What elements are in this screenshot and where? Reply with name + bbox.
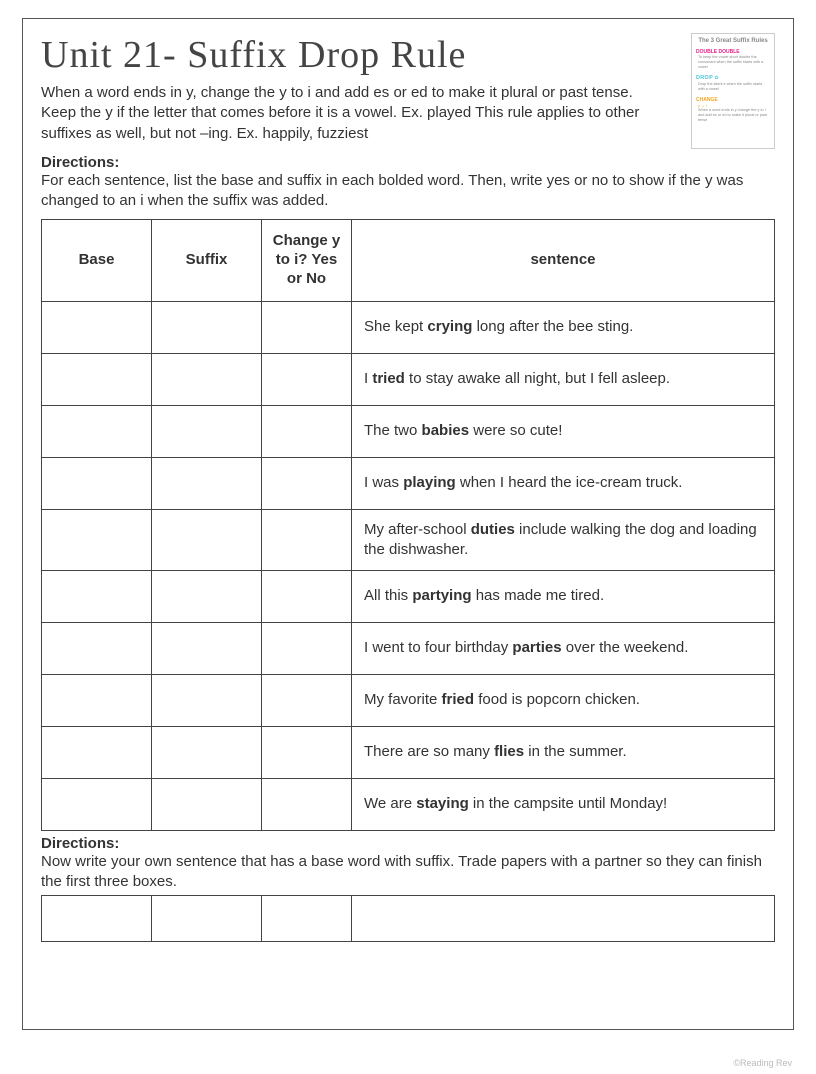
table-row: I was playing when I heard the ice-cream… bbox=[42, 457, 775, 509]
sentence-cell: My after-school duties include walking t… bbox=[352, 509, 775, 571]
table-row: My after-school duties include walking t… bbox=[42, 509, 775, 571]
change-cell[interactable] bbox=[262, 571, 352, 623]
bolded-word: babies bbox=[422, 422, 470, 439]
suffix-cell[interactable] bbox=[152, 509, 262, 571]
suffix-cell[interactable] bbox=[152, 727, 262, 779]
header-change: Change y to i? Yes or No bbox=[262, 220, 352, 301]
suffix-cell[interactable] bbox=[152, 571, 262, 623]
change-cell[interactable] bbox=[262, 675, 352, 727]
bolded-word: flies bbox=[494, 743, 524, 760]
base-cell[interactable] bbox=[42, 623, 152, 675]
table-header-row: Base Suffix Change y to i? Yes or No sen… bbox=[42, 220, 775, 301]
directions-1-label: Directions: bbox=[41, 154, 775, 171]
bolded-word: tried bbox=[372, 370, 405, 387]
table-row: The two babies were so cute! bbox=[42, 405, 775, 457]
change-cell[interactable] bbox=[262, 623, 352, 675]
base-cell[interactable] bbox=[42, 509, 152, 571]
change-cell[interactable] bbox=[262, 405, 352, 457]
suffix-cell[interactable] bbox=[152, 623, 262, 675]
suffix-cell[interactable] bbox=[152, 405, 262, 457]
worksheet-page: The 3 Great Suffix Rules DOUBLE DOUBLE T… bbox=[22, 18, 794, 1030]
own-sentence-table bbox=[41, 895, 775, 942]
table-row: All this partying has made me tired. bbox=[42, 571, 775, 623]
table-row: I went to four birthday parties over the… bbox=[42, 623, 775, 675]
header-suffix: Suffix bbox=[152, 220, 262, 301]
sentence-cell: My favorite fried food is popcorn chicke… bbox=[352, 675, 775, 727]
bolded-word: parties bbox=[512, 639, 561, 656]
base-cell[interactable] bbox=[42, 675, 152, 727]
bolded-word: partying bbox=[412, 587, 471, 604]
directions-2-label: Directions: bbox=[41, 835, 775, 852]
suffix-cell[interactable] bbox=[152, 457, 262, 509]
bolded-word: playing bbox=[403, 474, 456, 491]
change-cell[interactable] bbox=[262, 509, 352, 571]
directions-1-text: For each sentence, list the base and suf… bbox=[41, 171, 775, 212]
suffix-cell[interactable] bbox=[152, 779, 262, 831]
suffix-worksheet-table: Base Suffix Change y to i? Yes or No sen… bbox=[41, 219, 775, 831]
base-cell[interactable] bbox=[42, 571, 152, 623]
own-sentence-row bbox=[42, 895, 775, 941]
bolded-word: duties bbox=[471, 521, 515, 538]
sentence-cell: There are so many flies in the summer. bbox=[352, 727, 775, 779]
header-sentence: sentence bbox=[352, 220, 775, 301]
table-row: She kept crying long after the bee sting… bbox=[42, 301, 775, 353]
sentence-cell: We are staying in the campsite until Mon… bbox=[352, 779, 775, 831]
change-cell[interactable] bbox=[262, 727, 352, 779]
sentence-cell: She kept crying long after the bee sting… bbox=[352, 301, 775, 353]
own-change-cell[interactable] bbox=[262, 895, 352, 941]
sentence-cell: I was playing when I heard the ice-cream… bbox=[352, 457, 775, 509]
bolded-word: crying bbox=[427, 318, 472, 335]
bolded-word: fried bbox=[442, 691, 475, 708]
suffix-cell[interactable] bbox=[152, 675, 262, 727]
table-row: There are so many flies in the summer. bbox=[42, 727, 775, 779]
sentence-cell: I tried to stay awake all night, but I f… bbox=[352, 353, 775, 405]
reference-card-thumbnail: The 3 Great Suffix Rules DOUBLE DOUBLE T… bbox=[691, 33, 775, 149]
thumb-rule-1-label: DOUBLE DOUBLE bbox=[696, 49, 740, 55]
sentence-cell: The two babies were so cute! bbox=[352, 405, 775, 457]
own-sentence-cell[interactable] bbox=[352, 895, 775, 941]
own-suffix-cell[interactable] bbox=[152, 895, 262, 941]
table-row: We are staying in the campsite until Mon… bbox=[42, 779, 775, 831]
thumb-rule-3-label: CHANGE bbox=[696, 97, 718, 103]
sentence-cell: All this partying has made me tired. bbox=[352, 571, 775, 623]
thumb-rule-2-label: DROP bbox=[696, 75, 713, 81]
directions-2-text: Now write your own sentence that has a b… bbox=[41, 852, 775, 893]
table-row: My favorite fried food is popcorn chicke… bbox=[42, 675, 775, 727]
change-cell[interactable] bbox=[262, 779, 352, 831]
suffix-cell[interactable] bbox=[152, 353, 262, 405]
base-cell[interactable] bbox=[42, 301, 152, 353]
intro-text: When a word ends in y, change the y to i… bbox=[41, 83, 661, 144]
base-cell[interactable] bbox=[42, 457, 152, 509]
own-base-cell[interactable] bbox=[42, 895, 152, 941]
header-base: Base bbox=[42, 220, 152, 301]
base-cell[interactable] bbox=[42, 405, 152, 457]
thumb-title: The 3 Great Suffix Rules bbox=[696, 38, 770, 46]
table-row: I tried to stay awake all night, but I f… bbox=[42, 353, 775, 405]
base-cell[interactable] bbox=[42, 353, 152, 405]
sentence-cell: I went to four birthday parties over the… bbox=[352, 623, 775, 675]
change-cell[interactable] bbox=[262, 457, 352, 509]
change-cell[interactable] bbox=[262, 353, 352, 405]
base-cell[interactable] bbox=[42, 779, 152, 831]
page-title: Unit 21- Suffix Drop Rule bbox=[41, 33, 775, 77]
copyright-footer: ©Reading Rev bbox=[733, 1058, 792, 1068]
change-cell[interactable] bbox=[262, 301, 352, 353]
suffix-cell[interactable] bbox=[152, 301, 262, 353]
base-cell[interactable] bbox=[42, 727, 152, 779]
bolded-word: staying bbox=[416, 795, 469, 812]
